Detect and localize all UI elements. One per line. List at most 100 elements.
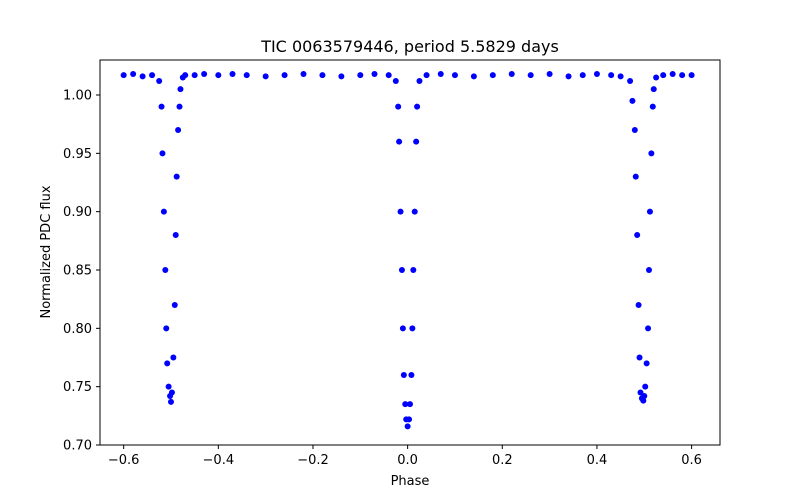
data-point [215,72,222,79]
data-points-layer [120,71,695,430]
data-point [660,72,667,79]
data-point [688,72,695,79]
data-point [168,389,175,396]
data-point [396,138,403,145]
chart-title: TIC 0063579446, period 5.5829 days [260,37,559,56]
data-point [631,127,638,133]
data-point [300,71,307,77]
x-tick-label: 0.4 [587,453,608,468]
data-point [679,72,686,79]
axis-ticks-layer: −0.6 −0.4 −0.2 0.0 0.2 0.4 0.6 0.70 0.75 0.80 0.85… [63,89,702,469]
data-point [608,72,615,79]
y-tick-label: 0.80 [63,322,92,337]
data-point [648,150,655,157]
data-point [397,208,404,215]
x-tick-label: −0.2 [297,453,329,468]
data-point [172,232,179,238]
data-point [170,354,177,361]
data-point [229,71,236,77]
data-point [414,103,421,110]
data-point [402,401,409,408]
data-point [319,72,326,79]
data-point [565,73,572,80]
data-point [400,372,407,378]
data-point [632,173,639,180]
x-tick-label: −0.6 [108,453,140,468]
y-tick-label: 0.85 [63,264,92,279]
data-point [338,73,345,80]
data-point [410,267,417,273]
x-tick-label: 0.0 [397,453,418,468]
x-tick-label: 0.6 [681,453,702,468]
data-point [546,71,553,77]
y-tick-label: 0.95 [63,147,92,162]
data-point [634,232,641,238]
data-point [409,325,416,332]
data-point [649,103,656,110]
data-point [470,73,477,80]
data-point [149,72,156,79]
data-point [627,78,634,84]
data-point [167,398,174,405]
data-point [669,71,676,77]
data-point [173,173,180,180]
x-axis-label: Phase [391,474,430,489]
data-point [437,71,444,77]
data-point [635,302,642,308]
data-point [637,389,644,396]
y-tick-label: 0.90 [63,205,92,220]
x-tick-label: 0.2 [492,453,513,468]
data-point [411,208,418,215]
data-point [176,103,183,110]
data-point [451,72,458,79]
data-point [642,383,649,390]
data-point [643,360,650,367]
x-tick-label: −0.4 [203,453,235,468]
data-point [159,150,166,157]
data-point [629,97,636,104]
data-point [139,73,146,80]
data-point [653,74,660,81]
data-point [262,73,269,80]
data-point [371,71,378,77]
data-point [404,423,411,430]
data-point [645,325,652,332]
data-point [357,72,364,79]
data-point [120,72,127,79]
data-point [508,71,515,77]
data-point [423,72,430,79]
data-point [617,73,624,80]
data-point [130,71,137,77]
data-point [641,393,648,399]
data-point [527,72,534,79]
data-point [489,72,496,79]
data-point [163,325,170,332]
data-point [201,71,208,77]
data-point [640,397,647,404]
data-point [191,72,198,79]
data-point [646,267,653,273]
y-axis-label: Normalized PDC flux [39,185,54,318]
data-point [162,267,169,273]
data-point [158,103,165,110]
data-point [413,138,420,145]
data-point [406,416,413,423]
data-point [395,103,402,110]
data-point [156,78,163,84]
data-point [650,86,657,93]
data-point [392,78,399,84]
data-point [385,72,392,79]
data-point [171,302,178,308]
data-point [281,72,288,79]
data-point [177,86,184,93]
plot-area-frame [99,59,721,446]
data-point [646,208,653,215]
data-point [243,72,250,79]
data-point [164,360,171,367]
y-tick-label: 0.75 [63,380,92,395]
y-tick-label: 1.00 [63,89,92,104]
data-point [636,354,643,361]
data-point [160,208,167,215]
